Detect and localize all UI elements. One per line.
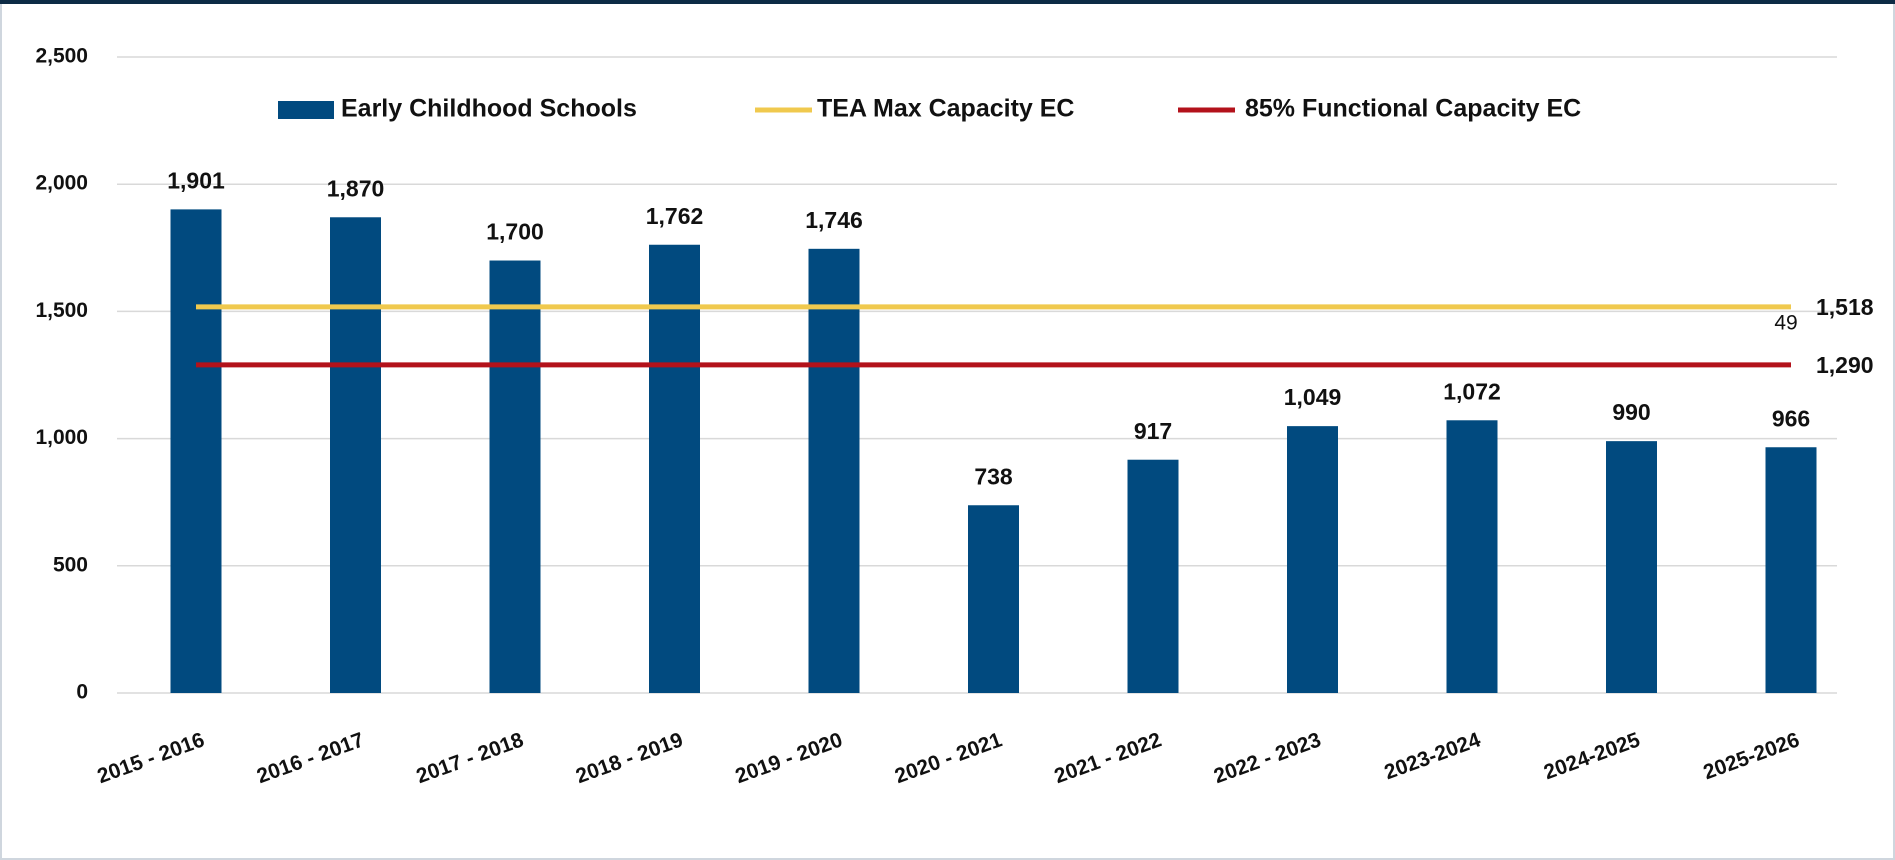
data-label: 738 [974,463,1013,489]
data-label: 1,901 [167,167,225,193]
y-tick-label: 500 [53,553,88,576]
annotation: 49 [1774,312,1797,335]
y-tick-label: 1,000 [35,426,88,449]
bar [1127,459,1179,693]
top-bar [0,0,1895,4]
bar [330,217,381,693]
bar [1765,447,1817,693]
data-label: 1,762 [646,203,704,229]
bar [1446,420,1498,693]
bar [649,244,700,693]
data-label: 1,072 [1443,378,1501,404]
legend-label: Early Childhood Schools [341,95,637,123]
y-tick-label: 2,500 [35,45,88,68]
data-label: 966 [1772,405,1810,431]
data-label: 1,700 [486,219,544,245]
bar [170,209,222,693]
data-label: 990 [1612,399,1650,425]
legend-label: 85% Functional Capacity EC [1245,95,1581,123]
data-label: 1,049 [1284,384,1342,410]
y-tick-label: 1,500 [35,299,88,322]
bar [808,248,860,693]
data-label: 1,746 [805,207,863,233]
bar [489,260,541,693]
legend-label: TEA Max Capacity EC [817,95,1074,123]
legend-swatch [278,101,334,119]
bar [968,505,1019,693]
data-label: 917 [1134,418,1172,444]
y-tick-label: 2,000 [35,172,88,195]
data-label: 1,290 [1816,352,1874,378]
data-label: 1,518 [1816,294,1874,320]
bar [1606,441,1657,693]
data-label: 1,870 [327,175,385,201]
bar [1287,426,1338,693]
y-tick-label: 0 [76,681,88,704]
